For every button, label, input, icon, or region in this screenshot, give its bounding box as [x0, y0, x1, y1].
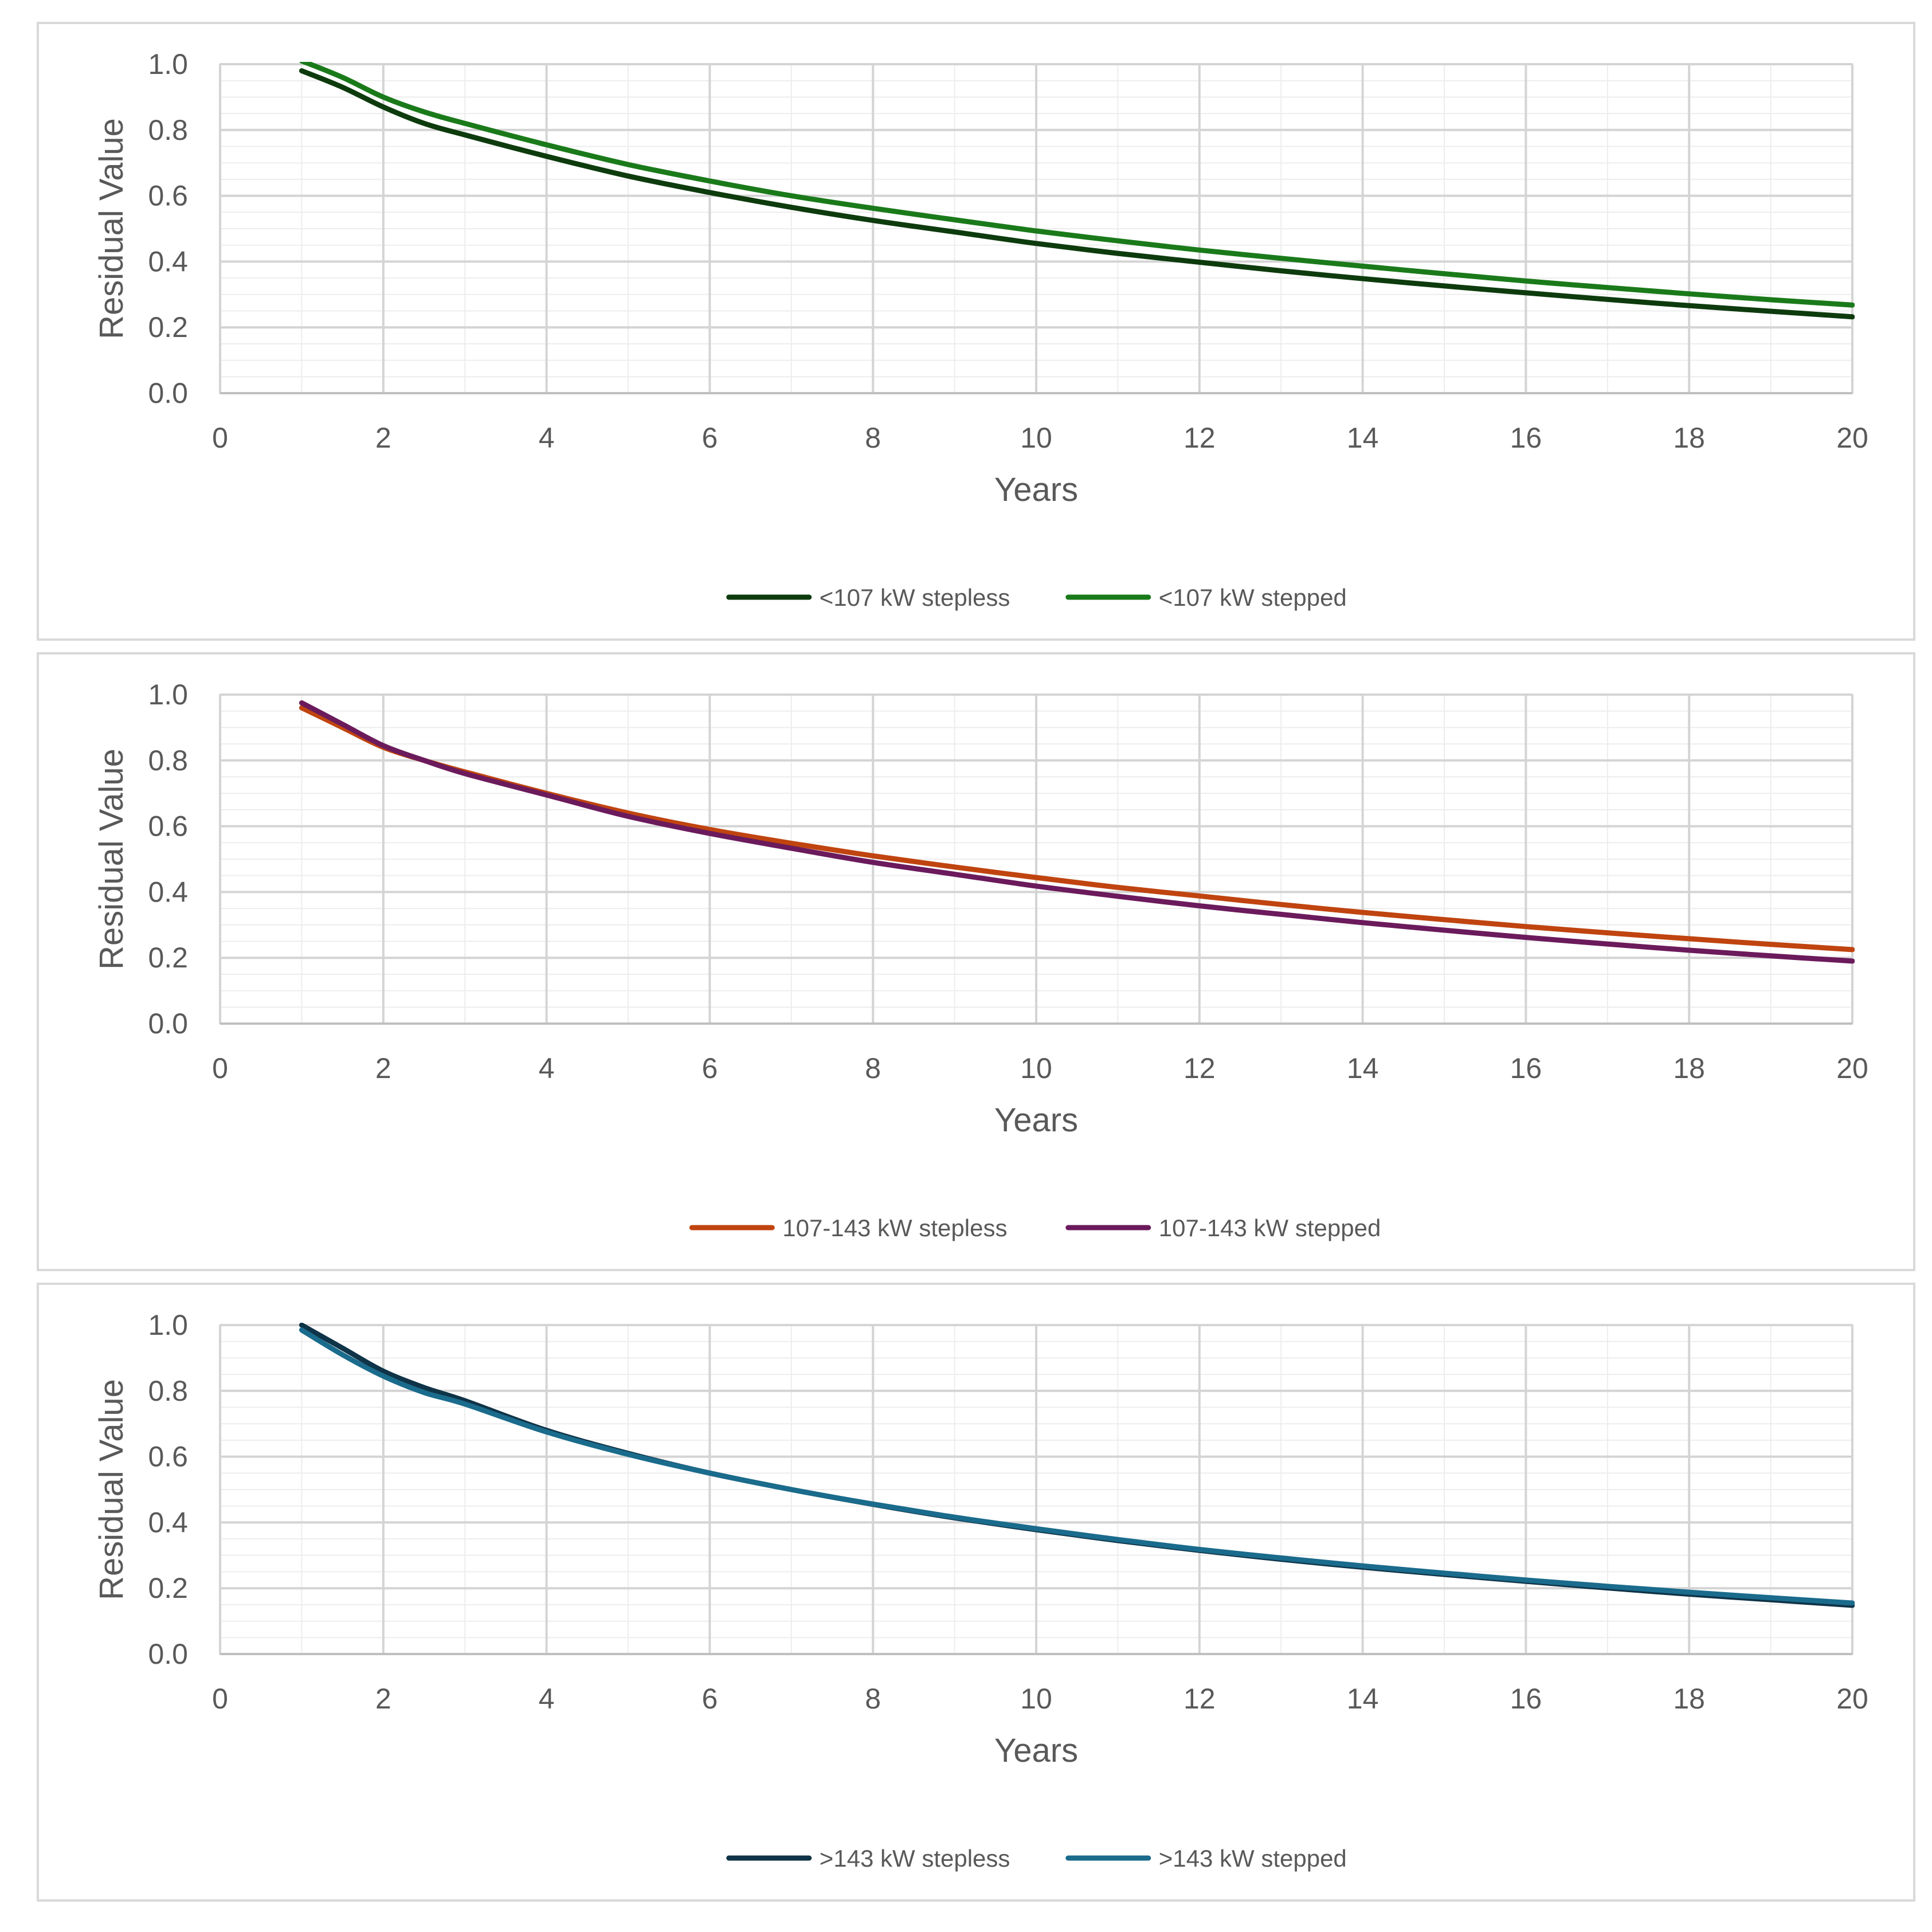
- y-tick-label: 0.8: [148, 1375, 188, 1407]
- x-tick-label: 4: [539, 422, 555, 454]
- x-tick-label: 10: [1020, 422, 1052, 454]
- x-tick-label: 14: [1347, 1683, 1379, 1715]
- y-tick-label: 0.2: [148, 942, 188, 974]
- y-tick-label: 0.8: [148, 744, 188, 777]
- legend-label: >143 kW stepped: [1159, 1845, 1347, 1872]
- x-tick-label: 10: [1020, 1052, 1052, 1084]
- y-tick-label: 0.0: [148, 377, 188, 409]
- chart-rv-under-107kw: 0.0 0.2 0.4 0.6 0.8 1.0 0 2 4 6 8 10 12 14 16 18 20 Years…: [93, 48, 1868, 611]
- y-tick-label: 1.0: [148, 48, 188, 80]
- series-line: [299, 700, 1855, 964]
- x-tick-label: 16: [1510, 422, 1542, 454]
- x-axis-title: Years: [994, 1732, 1078, 1769]
- chart-panel-rv-under-107kw: 0.0 0.2 0.4 0.6 0.8 1.0 0 2 4 6 8 10 12 14 16 18 20 Years…: [37, 22, 1915, 641]
- x-tick-label: 16: [1510, 1052, 1542, 1084]
- x-tick-label: 6: [702, 1683, 718, 1715]
- y-tick-label: 0.0: [148, 1638, 188, 1670]
- chart-panel-rv-over-143kw: 0.0 0.2 0.4 0.6 0.8 1.0 0 2 4 6 8 10 12 14 16 18 20 Years…: [37, 1283, 1915, 1902]
- legend: >143 kW stepless >143 kW stepped: [726, 1845, 1347, 1872]
- x-tick-label: 18: [1673, 1052, 1705, 1084]
- x-tick-label: 0: [212, 422, 228, 454]
- x-tick-label: 12: [1184, 1683, 1216, 1715]
- x-tick-label: 2: [375, 1052, 391, 1084]
- x-tick-label: 12: [1184, 1052, 1216, 1084]
- legend: <107 kW stepless <107 kW stepped: [726, 584, 1347, 611]
- y-tick-label: 0.6: [148, 810, 188, 842]
- legend-label: >143 kW stepless: [820, 1845, 1010, 1872]
- y-tick-label: 0.4: [148, 876, 188, 908]
- y-tick-label: 0.2: [148, 311, 188, 343]
- y-tick-label: 1.0: [148, 679, 188, 711]
- x-tick-label: 8: [865, 422, 881, 454]
- y-tick-label: 0.0: [148, 1008, 188, 1040]
- x-tick-label: 6: [702, 1052, 718, 1084]
- chart-panel-rv-107-143kw: 0.0 0.2 0.4 0.6 0.8 1.0 0 2 4 6 8 10 12 14 16 18 20 Years…: [37, 652, 1915, 1271]
- x-tick-label: 4: [539, 1052, 555, 1084]
- y-axis-title: Residual Value: [93, 1379, 130, 1600]
- y-tick-label: 0.4: [148, 1506, 188, 1538]
- series-line: [299, 1327, 1855, 1606]
- x-tick-label: 2: [375, 422, 391, 454]
- x-tick-label: 14: [1347, 1052, 1379, 1084]
- series-line: [299, 62, 1855, 308]
- x-tick-label: 10: [1020, 1683, 1052, 1715]
- series-group: [299, 1323, 1855, 1608]
- x-tick-label: 20: [1836, 1052, 1868, 1084]
- x-tick-label: 6: [702, 422, 718, 454]
- y-tick-label: 0.8: [148, 114, 188, 146]
- x-tick-label: 8: [865, 1052, 881, 1084]
- y-tick-label: 1.0: [148, 1309, 188, 1341]
- x-tick-label: 8: [865, 1683, 881, 1715]
- x-tick-label: 16: [1510, 1683, 1542, 1715]
- legend-label: 107-143 kW stepped: [1159, 1214, 1381, 1241]
- legend-label: <107 kW stepped: [1159, 584, 1347, 611]
- x-tick-label: 20: [1836, 422, 1868, 454]
- y-tick-label: 0.6: [148, 1441, 188, 1473]
- legend: 107-143 kW stepless 107-143 kW stepped: [689, 1214, 1381, 1241]
- y-tick-label: 0.2: [148, 1572, 188, 1604]
- y-axis-title: Residual Value: [93, 748, 130, 970]
- x-tick-label: 18: [1673, 1683, 1705, 1715]
- x-tick-label: 0: [212, 1052, 228, 1084]
- x-axis-title: Years: [994, 1102, 1078, 1139]
- chart-rv-107-143kw: 0.0 0.2 0.4 0.6 0.8 1.0 0 2 4 6 8 10 12 14 16 18 20 Years…: [93, 679, 1868, 1241]
- x-axis-title: Years: [994, 471, 1078, 508]
- series-group: [299, 700, 1855, 964]
- series-line: [299, 68, 1855, 320]
- x-tick-label: 18: [1673, 422, 1705, 454]
- legend-label: <107 kW stepless: [820, 584, 1010, 611]
- y-axis-title: Residual Value: [93, 118, 130, 339]
- x-tick-label: 12: [1184, 422, 1216, 454]
- chart-rv-over-143kw: 0.0 0.2 0.4 0.6 0.8 1.0 0 2 4 6 8 10 12 14 16 18 20 Years…: [93, 1309, 1868, 1872]
- x-tick-label: 4: [539, 1683, 555, 1715]
- x-tick-label: 0: [212, 1683, 228, 1715]
- legend-label: 107-143 kW stepless: [782, 1214, 1007, 1241]
- y-tick-label: 0.4: [148, 245, 188, 277]
- x-tick-label: 2: [375, 1683, 391, 1715]
- y-tick-label: 0.6: [148, 180, 188, 212]
- x-tick-label: 20: [1836, 1683, 1868, 1715]
- series-group: [299, 62, 1855, 320]
- x-tick-label: 14: [1347, 422, 1379, 454]
